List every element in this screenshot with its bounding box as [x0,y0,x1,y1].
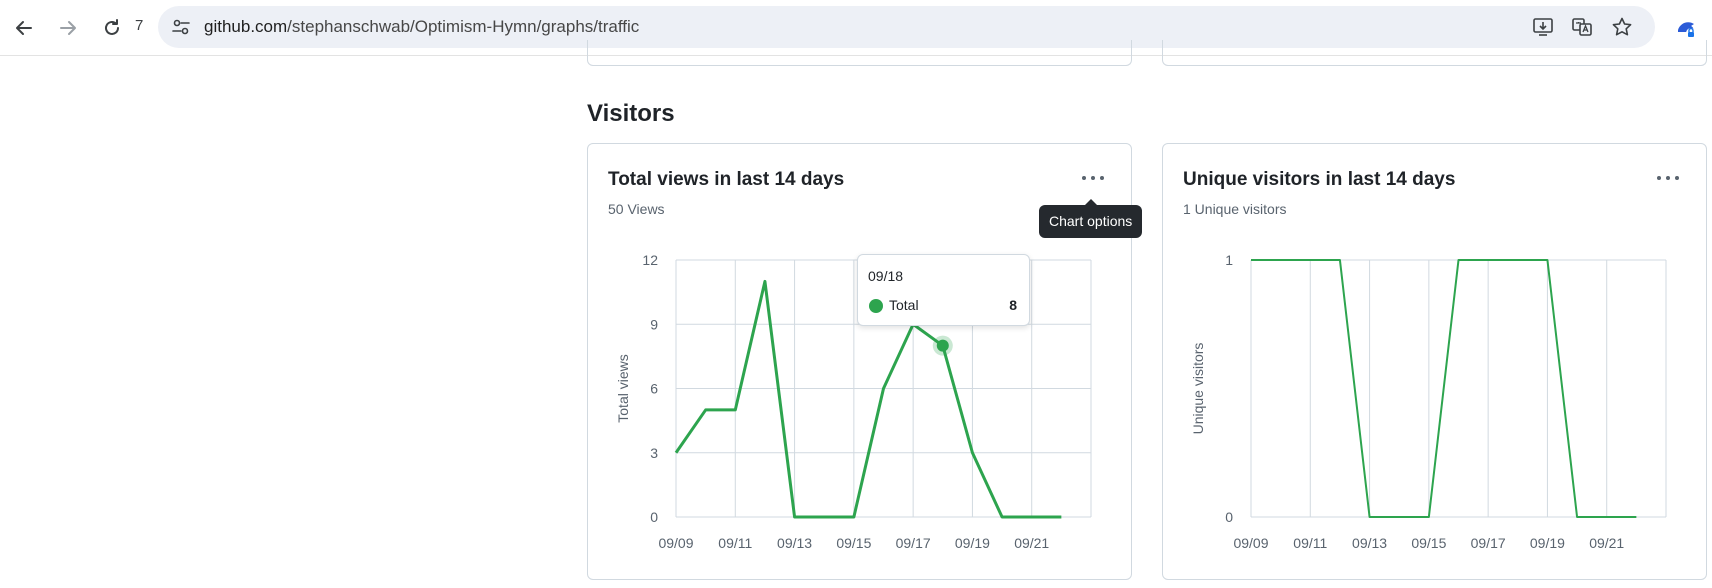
install-app-icon[interactable] [1532,16,1554,38]
card-title: Unique visitors in last 14 days [1183,169,1456,190]
unique-visitors-card: Unique visitors in last 14 days 1 Unique… [1162,143,1707,580]
x-tick-label: 09/11 [718,535,752,551]
section-title: Visitors [587,100,675,127]
reload-icon [105,19,119,35]
y-tick-label: 0 [650,509,658,525]
kebab-icon [1091,176,1095,180]
bookmark-star-icon[interactable] [1611,16,1633,38]
x-tick-label: 09/15 [1411,535,1446,551]
y-tick-label: 9 [650,316,658,332]
profile-icon[interactable] [1674,16,1698,40]
y-tick-label: 12 [642,252,658,268]
card-subtitle: 1 Unique visitors [1183,201,1287,217]
data-point-tooltip: 09/18 Total 8 [857,254,1030,326]
tooltip-series-name: Total [889,297,919,313]
series-line [674,279,1062,519]
y-tick-label: 0 [1225,509,1233,525]
previous-card-left [587,40,1132,66]
x-tick-label: 09/13 [1352,535,1387,551]
kebab-icon [1657,176,1661,180]
x-tick-label: 09/09 [1233,535,1268,551]
browser-toolbar: 7 github.com/stephanschwab/Optimism-Hymn… [0,0,1712,56]
previous-card-right [1162,40,1707,66]
x-tick-label: 09/09 [658,535,693,551]
y-tick-label: 3 [650,445,658,461]
hover-point [936,339,949,352]
card-subtitle: 50 Views [608,201,665,217]
kebab-icon [1675,176,1679,180]
tooltip-date: 09/18 [868,268,904,284]
url-path: /stephanschwab/Optimism-Hymn/graphs/traf… [287,17,640,36]
x-tick-label: 09/17 [896,535,931,551]
site-info-icon[interactable] [170,16,192,38]
chart-options-button[interactable] [1077,164,1109,192]
x-tick-label: 09/21 [1014,535,1049,551]
x-tick-label: 09/19 [955,535,990,551]
forward-button[interactable] [52,12,84,44]
x-tick-label: 09/15 [836,535,871,551]
address-bar[interactable]: github.com/stephanschwab/Optimism-Hymn/g… [158,6,1655,48]
y-axis-label: Unique visitors [1190,343,1206,435]
translate-icon[interactable] [1571,16,1593,38]
x-tick-label: 09/19 [1530,535,1565,551]
x-tick-label: 09/17 [1471,535,1506,551]
url-text[interactable]: github.com/stephanschwab/Optimism-Hymn/g… [204,17,639,37]
total-views-chart[interactable]: 0 3 6 9 12 09/09 09/11 09/13 09/15 09/17 09/19 09/2… [588,144,1133,581]
kebab-icon [1082,176,1086,180]
x-tick-label: 09/13 [777,535,812,551]
y-tick-label: 6 [650,381,658,397]
url-host: github.com [204,17,288,36]
chart-options-button[interactable] [1652,164,1684,192]
reload-button[interactable] [96,12,128,44]
chart-options-tooltip: Chart options [1039,199,1143,238]
x-tick-label: 09/11 [1293,535,1327,551]
tab-count: 7 [135,17,144,34]
back-icon [16,21,32,35]
series-dot-icon [869,299,883,313]
forward-icon [60,21,76,35]
series-line [1251,259,1637,518]
kebab-icon [1666,176,1670,180]
kebab-icon [1100,176,1104,180]
x-tick-label: 09/21 [1589,535,1624,551]
tooltip-value: 8 [1009,297,1017,313]
card-title: Total views in last 14 days [608,169,845,190]
y-tick-label: 1 [1225,252,1233,268]
back-button[interactable] [8,12,40,44]
y-axis-label: Total views [615,354,631,422]
